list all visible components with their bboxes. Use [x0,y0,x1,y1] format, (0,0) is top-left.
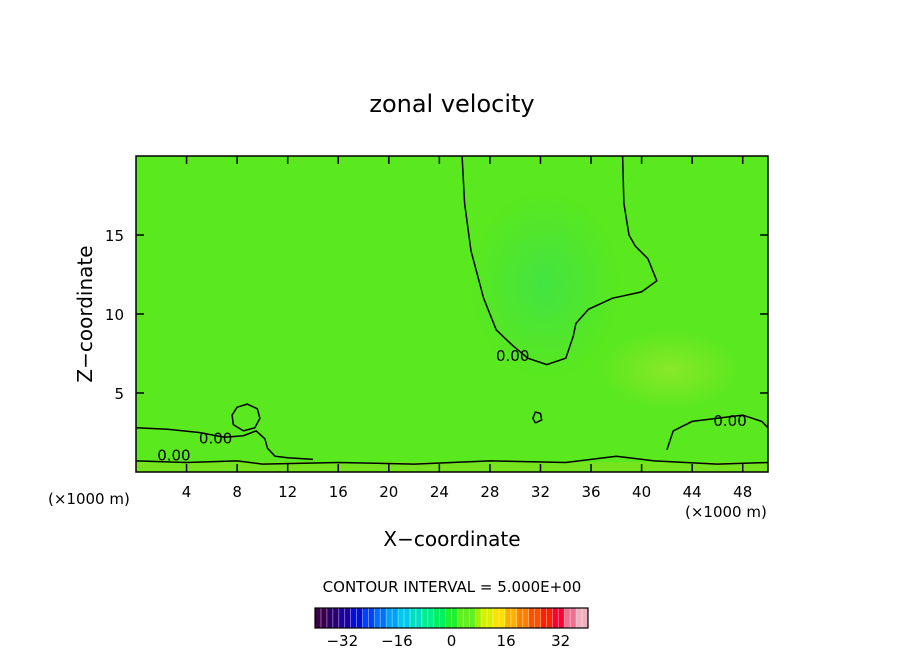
x-tick-label: 4 [182,483,192,501]
colorbar-tick-label: 16 [497,632,516,650]
colorbar-swatch [404,608,411,628]
x-tick-label: 24 [430,483,449,501]
x-tick-label: 48 [733,483,752,501]
y-tick-label: 10 [105,306,124,324]
colorbar-swatch [469,608,476,628]
x-tick-label: 8 [232,483,242,501]
colorbar-swatch [510,608,518,628]
x-unit-right: (×1000 m) [685,503,767,521]
y-tick-label: 15 [105,227,124,245]
x-tick-label: 40 [632,483,651,501]
x-axis-label: X−coordinate [383,527,520,551]
field-surface-band [136,462,768,472]
colorbar-swatch [392,608,399,628]
colorbar-swatch [498,608,506,628]
colorbar-swatch [344,608,351,628]
colorbar-swatch [570,608,577,628]
colorbar: −32 −16 0 16 32 [314,607,589,650]
colorbar-swatch [582,608,589,628]
contour-line-zero-low-left [135,427,314,461]
x-tick-label: 16 [329,483,348,501]
x-tick-label: 28 [480,483,499,501]
colorbar-swatch [516,608,524,628]
contour-label: 0.00 [713,412,746,430]
y-tick-label: 5 [114,385,124,403]
x-axis: 4 8 12 16 20 24 28 32 36 40 44 48 [182,156,752,501]
colorbar-swatch [528,608,535,628]
colorbar-tick-label: −32 [326,632,358,650]
contour-line-zero-blob-32 [532,411,543,424]
colorbar-swatch [427,608,435,628]
contour-label: 0.00 [496,347,529,365]
contour-interval-text: CONTOUR INTERVAL = 5.000E+00 [323,578,582,596]
contour-line-zero-right [666,414,769,451]
colorbar-swatch [350,608,357,628]
colorbar-swatch [445,608,452,628]
contour-line-zero-circle [231,403,261,432]
colorbar-swatch [534,608,541,628]
colorbar-swatch [475,608,482,628]
plot-area: 0.00 0.00 0.00 0.00 [135,155,769,473]
contour-label: 0.00 [157,447,190,465]
y-axis: 5 10 15 [105,227,768,403]
colorbar-swatch [421,608,429,628]
x-tick-label: 12 [278,483,297,501]
colorbar-swatch [326,608,334,628]
colorbar-swatch [463,608,470,628]
colorbar-tick-label: −16 [381,632,413,650]
colorbar-swatch [558,608,565,628]
colorbar-swatch [338,608,346,628]
colorbar-swatch [362,608,369,628]
colorbar-swatch [504,608,512,628]
colorbar-swatch [374,608,381,628]
colorbar-swatch [552,608,559,628]
contour-line-zero-upper [461,155,658,366]
colorbar-swatch [481,608,488,628]
colorbar-swatch [415,608,423,628]
x-tick-label: 20 [379,483,398,501]
x-tick-label: 36 [581,483,600,501]
colorbar-swatch [386,608,393,628]
colorbar-swatch [409,608,417,628]
y-axis-label: Z−coordinate [73,245,97,382]
colorbar-swatch [398,608,405,628]
colorbar-swatch [356,608,363,628]
colorbar-swatch [315,608,322,628]
colorbar-swatch [576,608,583,628]
colorbar-swatch [546,608,553,628]
colorbar-swatch [332,608,340,628]
field-minimum-region [470,190,620,380]
colorbar-tick-label: 32 [551,632,570,650]
colorbar-swatch [433,608,441,628]
colorbar-swatch [522,608,530,628]
x-unit-left: (×1000 m) [48,490,130,508]
field-maximum-region [600,330,740,410]
contour-labels: 0.00 0.00 0.00 0.00 [157,347,747,465]
colorbar-swatch [487,608,494,628]
colorbar-swatch [380,608,387,628]
colorbar-swatch [540,608,547,628]
colorbar-swatch [439,608,446,628]
contour-line-zero-surface [135,455,769,465]
chart-title: zonal velocity [369,90,534,118]
colorbar-frame [314,607,589,629]
colorbar-swatch [564,608,571,628]
contour-lines [135,155,769,465]
colorbar-swatch [368,608,375,628]
colorbar-swatch [451,608,458,628]
colorbar-swatch [457,608,464,628]
colorbar-tick-label: 0 [447,632,457,650]
colorbar-swatch [493,608,500,628]
x-tick-label: 32 [531,483,550,501]
contour-label: 0.00 [199,429,232,447]
x-tick-label: 44 [683,483,702,501]
colorbar-swatch [320,608,328,628]
field-background [136,156,768,472]
